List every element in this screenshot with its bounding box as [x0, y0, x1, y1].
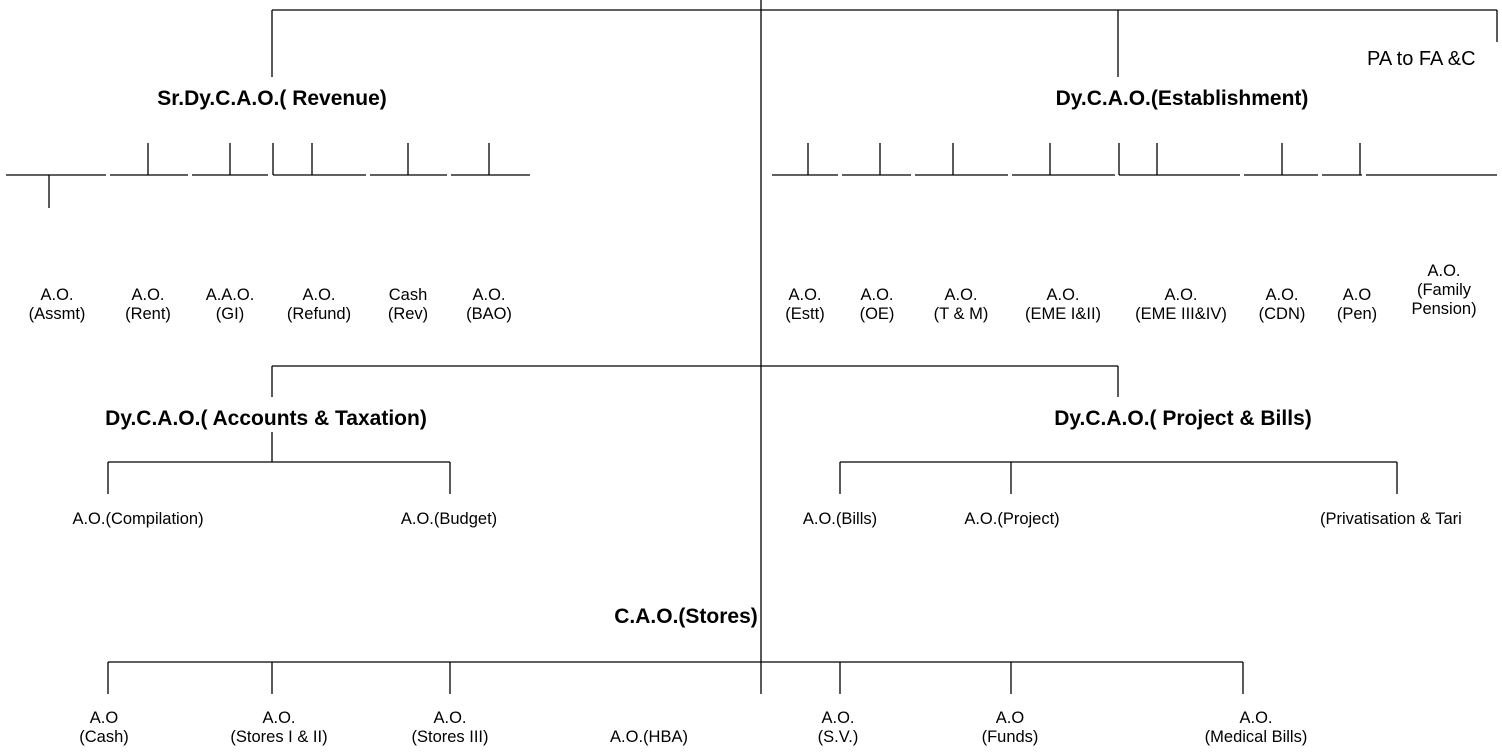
accounts-unit: A.O.(Compilation): [72, 510, 204, 528]
establishment-unit: A.O. (Estt): [785, 286, 825, 323]
establishment-unit: A.O (Pen): [1336, 286, 1378, 323]
project-unit: A.O.(Bills): [802, 510, 878, 528]
accounts-unit: A.O.(Budget): [400, 510, 498, 528]
stores-unit: A.O (Cash): [79, 709, 129, 746]
establishment-unit: A.O. (OE): [859, 286, 895, 323]
stores-unit: A.O.(HBA): [610, 728, 688, 746]
project-unit: A.O.(Project): [964, 510, 1060, 528]
stores-unit: A.O. (S.V.): [817, 709, 859, 746]
revenue-unit: A.A.O. (GI): [205, 286, 255, 323]
establishment-unit: A.O. (Family Pension): [1411, 262, 1477, 318]
revenue-unit: A.O. (Refund): [286, 286, 352, 323]
revenue-unit: A.O. (BAO): [466, 286, 512, 323]
heading-establishment: Dy.C.A.O.(Establishment): [1055, 87, 1309, 110]
heading-revenue: Sr.Dy.C.A.O.( Revenue): [157, 87, 387, 110]
heading-stores: C.A.O.(Stores): [614, 605, 758, 628]
stores-unit: A.O. (Stores I & II): [230, 709, 328, 746]
project-unit: (Privatisation & Tari: [1320, 510, 1462, 528]
establishment-unit: A.O. (EME I&II): [1024, 286, 1102, 323]
stores-unit: A.O. (Medical Bills): [1204, 709, 1308, 746]
revenue-unit: Cash (Rev): [387, 286, 429, 323]
heading-accounts: Dy.C.A.O.( Accounts & Taxation): [105, 407, 427, 430]
establishment-unit: A.O. (T & M): [933, 286, 989, 323]
stores-unit: A.O (Funds): [981, 709, 1039, 746]
stores-unit: A.O. (Stores III): [411, 709, 489, 746]
heading-project: Dy.C.A.O.( Project & Bills): [1054, 407, 1312, 430]
establishment-unit: A.O. (EME III&IV): [1135, 286, 1227, 323]
establishment-unit: A.O. (CDN): [1258, 286, 1306, 323]
heading-pa: PA to FA &C: [1367, 48, 1476, 70]
revenue-unit: A.O. (Rent): [125, 286, 171, 323]
revenue-unit: A.O. (Assmt): [28, 286, 86, 323]
